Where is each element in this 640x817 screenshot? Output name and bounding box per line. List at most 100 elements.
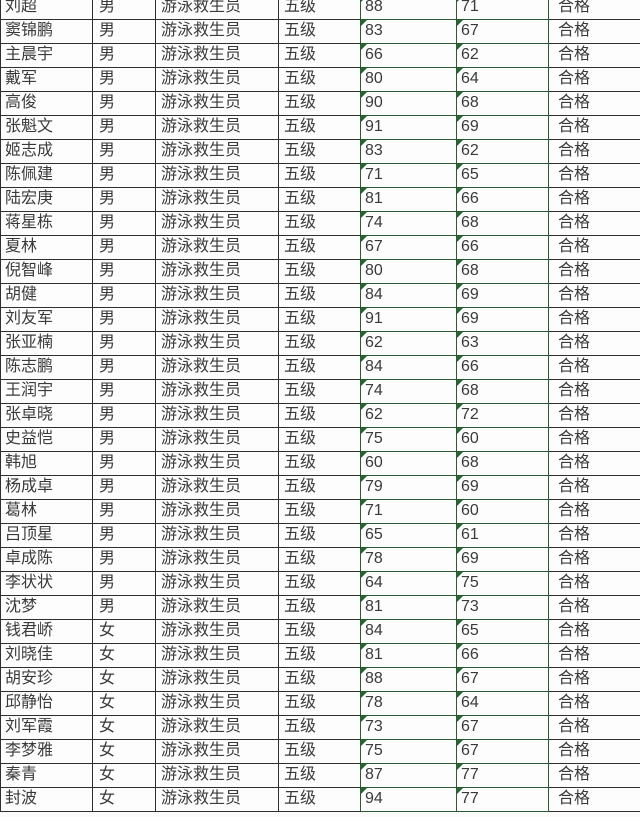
score-1-cell: 88: [361, 0, 457, 20]
level-cell: 五级: [279, 308, 361, 332]
occupation-cell: 游泳救生员: [156, 404, 279, 428]
occupation-cell: 游泳救生员: [156, 788, 279, 812]
stored-as-text-triangle-icon: [457, 44, 463, 50]
score-2-cell: 68: [457, 92, 549, 116]
stored-as-text-triangle-icon: [457, 572, 463, 578]
stored-as-text-triangle-icon: [457, 740, 463, 746]
score-1-cell: 62: [361, 404, 457, 428]
name-cell: 张魁文: [1, 116, 93, 140]
stored-as-text-triangle-icon: [361, 236, 367, 242]
level-cell: 五级: [279, 140, 361, 164]
score-1-cell: 84: [361, 284, 457, 308]
name-cell: 秦青: [1, 764, 93, 788]
stored-as-text-triangle-icon: [457, 428, 463, 434]
occupation-cell: 游泳救生员: [156, 620, 279, 644]
score-2-cell: 65: [457, 164, 549, 188]
result-cell: 合格: [549, 284, 640, 308]
score-1-cell: 67: [361, 236, 457, 260]
stored-as-text-triangle-icon: [361, 188, 367, 194]
gender-cell: 男: [93, 380, 156, 404]
level-cell: 五级: [279, 476, 361, 500]
score-2-cell: 64: [457, 68, 549, 92]
level-cell: 五级: [279, 116, 361, 140]
score-1-cell: 71: [361, 500, 457, 524]
level-cell: 五级: [279, 596, 361, 620]
stored-as-text-triangle-icon: [457, 788, 463, 794]
score-2-cell: 62: [457, 140, 549, 164]
stored-as-text-triangle-icon: [457, 548, 463, 554]
name-cell: 张亚楠: [1, 332, 93, 356]
stored-as-text-triangle-icon: [361, 644, 367, 650]
stored-as-text-triangle-icon: [457, 164, 463, 170]
score-1-cell: 75: [361, 428, 457, 452]
stored-as-text-triangle-icon: [361, 572, 367, 578]
stored-as-text-triangle-icon: [457, 0, 463, 2]
name-cell: 陆宏庚: [1, 188, 93, 212]
stored-as-text-triangle-icon: [361, 404, 367, 410]
gender-cell: 女: [93, 764, 156, 788]
score-2-cell: 61: [457, 524, 549, 548]
score-1-cell: 78: [361, 548, 457, 572]
result-cell: 合格: [549, 644, 640, 668]
result-cell: 合格: [549, 332, 640, 356]
name-cell: 张卓晓: [1, 404, 93, 428]
stored-as-text-triangle-icon: [361, 668, 367, 674]
stored-as-text-triangle-icon: [457, 692, 463, 698]
occupation-cell: 游泳救生员: [156, 308, 279, 332]
score-2-cell: 64: [457, 692, 549, 716]
result-cell: 合格: [549, 548, 640, 572]
name-cell: 陈志鹏: [1, 356, 93, 380]
gender-cell: 男: [93, 596, 156, 620]
stored-as-text-triangle-icon: [457, 668, 463, 674]
stored-as-text-triangle-icon: [361, 740, 367, 746]
score-1-cell: 79: [361, 476, 457, 500]
name-cell: 蒋星栋: [1, 212, 93, 236]
result-cell: 合格: [549, 44, 640, 68]
stored-as-text-triangle-icon: [361, 116, 367, 122]
score-1-cell: 91: [361, 308, 457, 332]
occupation-cell: 游泳救生员: [156, 596, 279, 620]
result-cell: 合格: [549, 92, 640, 116]
gender-cell: 男: [93, 164, 156, 188]
gender-cell: 男: [93, 188, 156, 212]
name-cell: 葛林: [1, 500, 93, 524]
level-cell: 五级: [279, 740, 361, 764]
stored-as-text-triangle-icon: [457, 380, 463, 386]
result-cell: 合格: [549, 452, 640, 476]
stored-as-text-triangle-icon: [361, 260, 367, 266]
occupation-cell: 游泳救生员: [156, 524, 279, 548]
result-cell: 合格: [549, 0, 640, 20]
score-2-cell: 66: [457, 644, 549, 668]
occupation-cell: 游泳救生员: [156, 284, 279, 308]
score-1-cell: 78: [361, 692, 457, 716]
level-cell: 五级: [279, 188, 361, 212]
gender-cell: 男: [93, 68, 156, 92]
score-2-cell: 60: [457, 500, 549, 524]
level-cell: 五级: [279, 332, 361, 356]
level-cell: 五级: [279, 68, 361, 92]
result-cell: 合格: [549, 308, 640, 332]
name-cell: 刘军霞: [1, 716, 93, 740]
score-2-cell: 66: [457, 188, 549, 212]
occupation-cell: 游泳救生员: [156, 740, 279, 764]
score-1-cell: 81: [361, 596, 457, 620]
occupation-cell: 游泳救生员: [156, 164, 279, 188]
level-cell: 五级: [279, 0, 361, 20]
result-cell: 合格: [549, 524, 640, 548]
level-cell: 五级: [279, 788, 361, 812]
level-cell: 五级: [279, 692, 361, 716]
level-cell: 五级: [279, 20, 361, 44]
result-cell: 合格: [549, 188, 640, 212]
level-cell: 五级: [279, 500, 361, 524]
gender-cell: 男: [93, 332, 156, 356]
name-cell: 邱静怡: [1, 692, 93, 716]
stored-as-text-triangle-icon: [361, 476, 367, 482]
occupation-cell: 游泳救生员: [156, 692, 279, 716]
stored-as-text-triangle-icon: [361, 596, 367, 602]
level-cell: 五级: [279, 764, 361, 788]
stored-as-text-triangle-icon: [457, 20, 463, 26]
result-cell: 合格: [549, 500, 640, 524]
result-cell: 合格: [549, 716, 640, 740]
occupation-cell: 游泳救生员: [156, 20, 279, 44]
level-cell: 五级: [279, 236, 361, 260]
